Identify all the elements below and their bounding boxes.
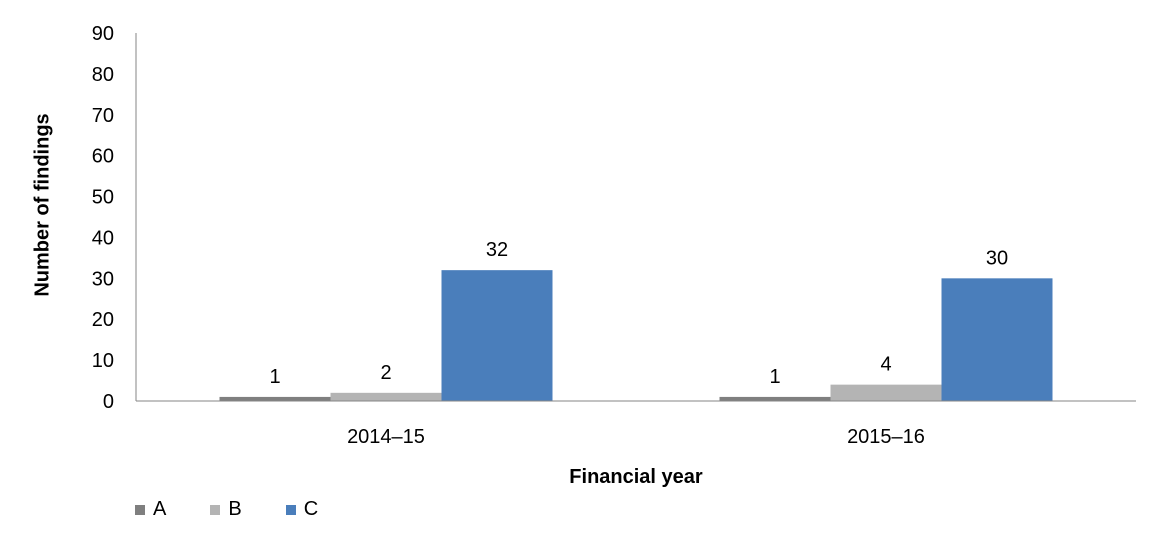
- data-label: 4: [880, 354, 891, 376]
- bar-b: [830, 384, 942, 401]
- bar-c: [941, 278, 1053, 401]
- legend-label-b: B: [228, 498, 242, 520]
- data-label: 32: [486, 239, 508, 261]
- bar-a: [719, 396, 831, 401]
- data-label: 2: [380, 362, 391, 384]
- bars: [219, 270, 1053, 401]
- legend: A B C: [135, 498, 362, 521]
- y-tick-label: 50: [92, 187, 114, 209]
- y-tick-label: 80: [92, 64, 114, 86]
- legend-item-c: C: [285, 498, 319, 521]
- y-axis-label: Number of findings: [31, 113, 54, 297]
- legend-item-a: A: [135, 498, 166, 521]
- legend-label-a: A: [153, 498, 167, 520]
- legend-label-c: C: [303, 498, 319, 520]
- y-tick-label: 40: [92, 227, 114, 249]
- bar-a: [219, 396, 331, 401]
- data-label: 30: [986, 247, 1008, 269]
- data-labels: 1 2 32 1 4 30: [269, 239, 1008, 388]
- y-tick-label: 20: [92, 309, 114, 331]
- y-axis-ticks: 0 10 20 30 40 50 60 70 80 90: [92, 23, 114, 413]
- y-tick-label: 30: [92, 268, 114, 290]
- x-axis-ticks: 2014–15 2015–16: [347, 426, 925, 448]
- legend-item-b: B: [210, 498, 242, 521]
- data-label: 1: [269, 366, 280, 388]
- legend-swatch-c: [285, 504, 296, 515]
- y-tick-label: 70: [92, 105, 114, 127]
- bar-c: [441, 270, 553, 401]
- data-label: 1: [769, 366, 780, 388]
- y-tick-label: 60: [92, 146, 114, 168]
- legend-swatch-b: [210, 504, 221, 515]
- legend-swatch-a: [135, 504, 145, 515]
- y-tick-label: 90: [92, 23, 114, 45]
- y-tick-label: 0: [103, 391, 114, 413]
- x-axis-label: Financial year: [569, 466, 703, 488]
- y-tick-label: 10: [92, 350, 114, 372]
- x-tick-label: 2015–16: [847, 426, 925, 448]
- x-tick-label: 2014–15: [347, 426, 425, 448]
- bar-b: [330, 392, 442, 401]
